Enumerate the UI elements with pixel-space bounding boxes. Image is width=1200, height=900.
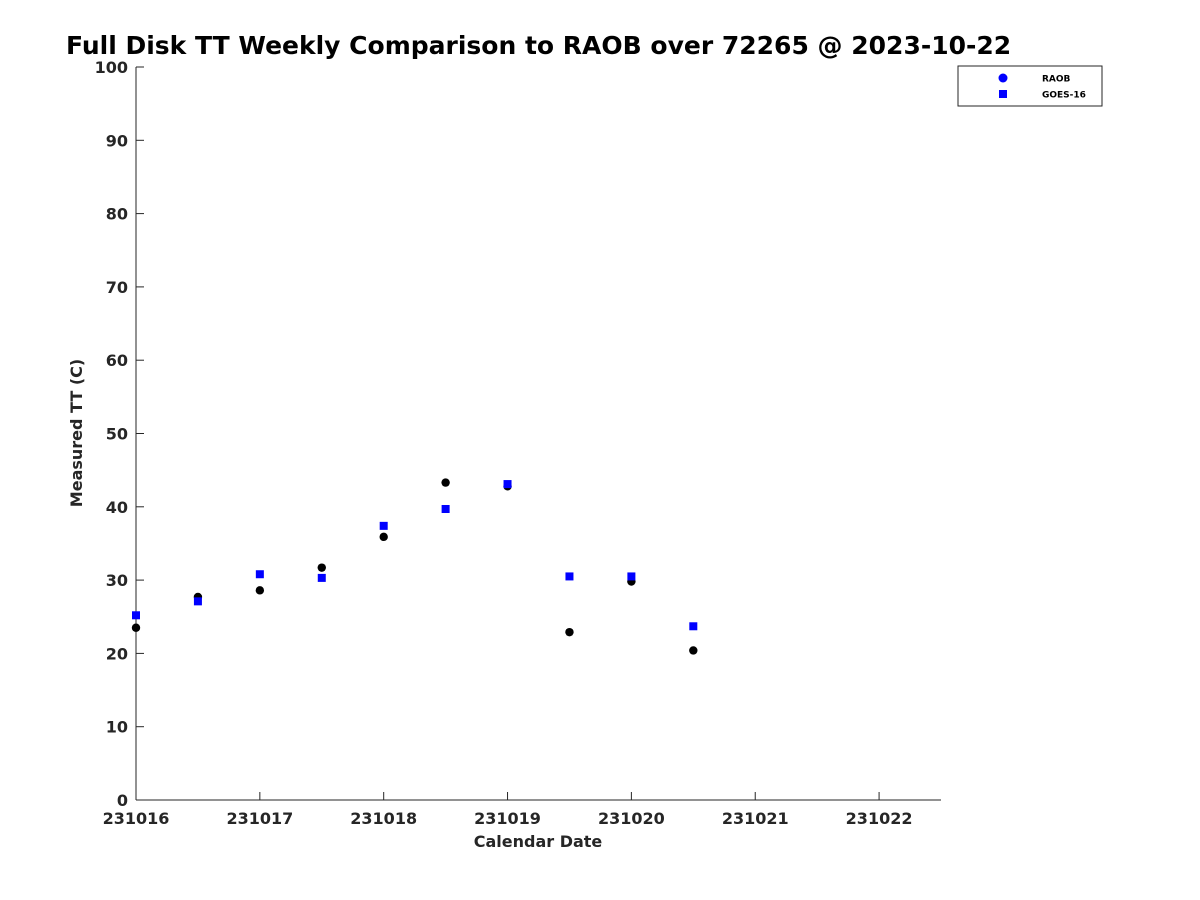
point-goes-16 (441, 504, 450, 513)
y-axis-ticks: 0 10 20 30 40 50 60 70 80 90 100 (95, 58, 144, 810)
y-tick-label: 80 (106, 205, 128, 224)
y-tick-label: 90 (106, 131, 128, 150)
legend-label-raob: RAOB (1042, 75, 1071, 85)
point-raob (317, 563, 326, 572)
point-goes-16 (503, 480, 512, 489)
point-goes-16 (627, 572, 636, 581)
x-tick-label: 231016 (103, 809, 170, 828)
y-tick-label: 60 (106, 351, 128, 370)
y-tick-label: 0 (117, 791, 128, 810)
x-tick-label: 231017 (226, 809, 293, 828)
point-goes-16 (689, 622, 698, 631)
point-goes-16 (255, 570, 264, 579)
y-tick-label: 10 (106, 718, 128, 737)
x-tick-label: 231020 (598, 809, 665, 828)
x-tick-label: 231022 (846, 809, 913, 828)
point-raob (565, 627, 574, 637)
legend-box (957, 65, 1103, 107)
y-tick-label: 100 (95, 58, 128, 77)
point-goes-16 (379, 521, 388, 530)
legend-marker-goes-16 (999, 90, 1007, 98)
point-goes-16 (193, 597, 202, 606)
legend-label-goes-16: GOES-16 (1042, 91, 1086, 101)
point-goes-16 (132, 611, 140, 620)
point-raob (255, 586, 265, 595)
series-markers (131, 478, 698, 655)
y-tick-label: 20 (106, 644, 128, 663)
legend-entries: RAOB GOES-16 (998, 73, 1086, 101)
y-tick-label: 30 (106, 571, 128, 590)
point-raob (689, 646, 698, 655)
point-raob (379, 532, 388, 542)
y-axis-label: Measured TT (C) (67, 359, 86, 507)
point-raob (131, 623, 141, 632)
y-tick-label: 50 (106, 425, 128, 444)
point-goes-16 (317, 573, 326, 582)
legend-marker-raob (998, 73, 1008, 83)
y-tick-label: 70 (106, 278, 128, 297)
x-tick-label: 231018 (350, 809, 417, 828)
x-axis-ticks: 231016 231017 231018 231019 231020 231021 2310… (103, 792, 913, 828)
x-tick-label: 231019 (474, 809, 541, 828)
x-tick-label: 231021 (722, 809, 789, 828)
y-tick-label: 40 (106, 498, 128, 517)
legend: RAOB GOES-16 (957, 65, 1103, 107)
point-goes-16 (565, 572, 574, 581)
x-axis-label: Calendar Date (474, 832, 603, 851)
chart-title: Full Disk TT Weekly Comparison to RAOB o… (66, 31, 1011, 60)
point-raob (441, 478, 450, 487)
